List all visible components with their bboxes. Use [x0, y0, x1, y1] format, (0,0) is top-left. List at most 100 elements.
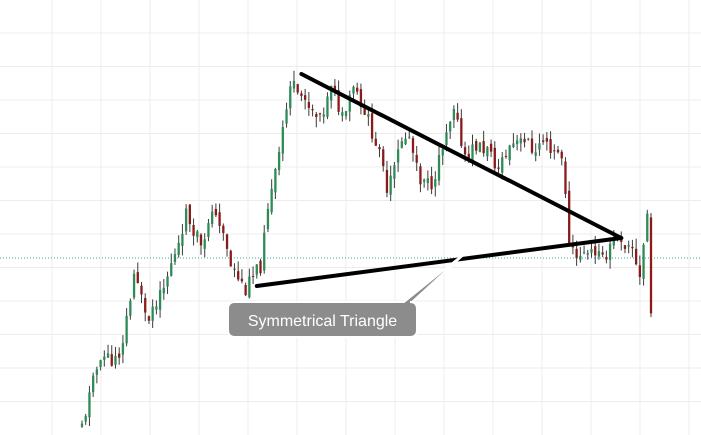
- candle-down: [560, 149, 563, 166]
- candle-down: [556, 145, 560, 154]
- candle-body: [493, 147, 496, 169]
- candle-body: [203, 239, 206, 249]
- trendline-upper: [299, 72, 624, 240]
- candle-up: [255, 264, 258, 279]
- candle-body: [627, 245, 630, 247]
- candle-body: [408, 136, 411, 138]
- candle-body: [192, 225, 195, 236]
- candle-body: [326, 96, 329, 117]
- candle-body: [367, 114, 370, 117]
- candle-up: [274, 167, 277, 200]
- candle-body: [84, 415, 87, 422]
- candle-down: [110, 345, 113, 367]
- candle-up: [449, 121, 452, 140]
- candle-body: [445, 132, 448, 146]
- candle-body: [370, 113, 374, 139]
- candle-body: [155, 306, 158, 310]
- candle-up: [173, 248, 177, 265]
- candle-down: [318, 112, 322, 122]
- candle-body: [147, 316, 151, 321]
- candle-down: [419, 163, 422, 193]
- candle-up: [538, 133, 541, 156]
- candle-body: [88, 392, 91, 418]
- candle-body: [601, 252, 604, 255]
- candle-down: [482, 130, 485, 157]
- candle-body: [315, 113, 318, 117]
- candle-up: [129, 298, 132, 320]
- candle-down: [385, 160, 389, 198]
- candle-body: [452, 108, 456, 120]
- candle-body: [285, 109, 288, 124]
- candle-body: [597, 251, 601, 257]
- candle-body: [449, 121, 452, 132]
- candle-up: [486, 146, 489, 162]
- candle-up: [289, 81, 292, 116]
- candle-body: [207, 223, 210, 238]
- candle-body: [389, 175, 392, 195]
- candle-down: [623, 245, 627, 254]
- candle-up: [88, 385, 91, 427]
- candle-body: [281, 127, 284, 154]
- candle-body: [378, 147, 381, 150]
- candle-up: [400, 137, 403, 149]
- candle-body: [214, 208, 218, 216]
- candle-body: [467, 153, 470, 159]
- callout-label: Symmetrical Triangle: [248, 313, 397, 330]
- candle-down: [251, 266, 255, 285]
- candle-down: [259, 258, 262, 276]
- candle-up: [396, 139, 400, 172]
- candle-down: [233, 263, 236, 278]
- candle-up: [285, 102, 288, 128]
- candle-body: [356, 87, 359, 92]
- candle-down: [225, 233, 229, 257]
- candle-body: [255, 264, 258, 275]
- candle-up: [166, 271, 169, 295]
- candle-body: [129, 300, 132, 316]
- candle-body: [400, 141, 403, 148]
- candle-body: [348, 94, 351, 112]
- candle-body: [441, 149, 444, 156]
- candle-up: [106, 344, 110, 358]
- candle-body: [173, 254, 177, 262]
- candle-body: [181, 233, 184, 246]
- candle-down: [504, 149, 508, 159]
- candle-body: [248, 276, 251, 298]
- candle-body: [99, 360, 102, 368]
- candle-down: [140, 281, 143, 304]
- candle-body: [534, 152, 537, 156]
- candle-up: [177, 235, 180, 258]
- trendline-lower: [254, 236, 624, 288]
- candle-body: [523, 138, 526, 143]
- candle-up: [426, 170, 430, 191]
- candle-body: [266, 208, 270, 230]
- candle-up: [452, 105, 456, 129]
- candle-body: [519, 138, 522, 144]
- candle-down: [136, 262, 139, 284]
- candle-up: [512, 133, 515, 149]
- candle-body: [426, 178, 430, 184]
- candle-up: [211, 204, 214, 228]
- candle-body: [259, 260, 262, 274]
- candle-body: [170, 263, 173, 276]
- candle-up: [266, 203, 270, 233]
- candle-body: [303, 95, 307, 100]
- candle-up: [207, 218, 210, 242]
- candle-body: [289, 86, 292, 109]
- candle-down: [244, 282, 247, 297]
- candle-body: [486, 147, 489, 157]
- candle-body: [166, 276, 169, 287]
- candle-up: [341, 107, 344, 122]
- candle-body: [92, 375, 95, 393]
- candle-up: [203, 233, 206, 258]
- candle-up: [437, 145, 441, 186]
- candle-down: [620, 231, 623, 251]
- candle-body: [404, 138, 407, 145]
- candle-body: [612, 238, 615, 246]
- candle-body: [471, 144, 474, 161]
- candle-body: [560, 151, 563, 159]
- candle-body: [564, 161, 567, 194]
- candle-body: [608, 243, 612, 260]
- candle-body: [393, 165, 396, 179]
- candle-body: [634, 248, 638, 265]
